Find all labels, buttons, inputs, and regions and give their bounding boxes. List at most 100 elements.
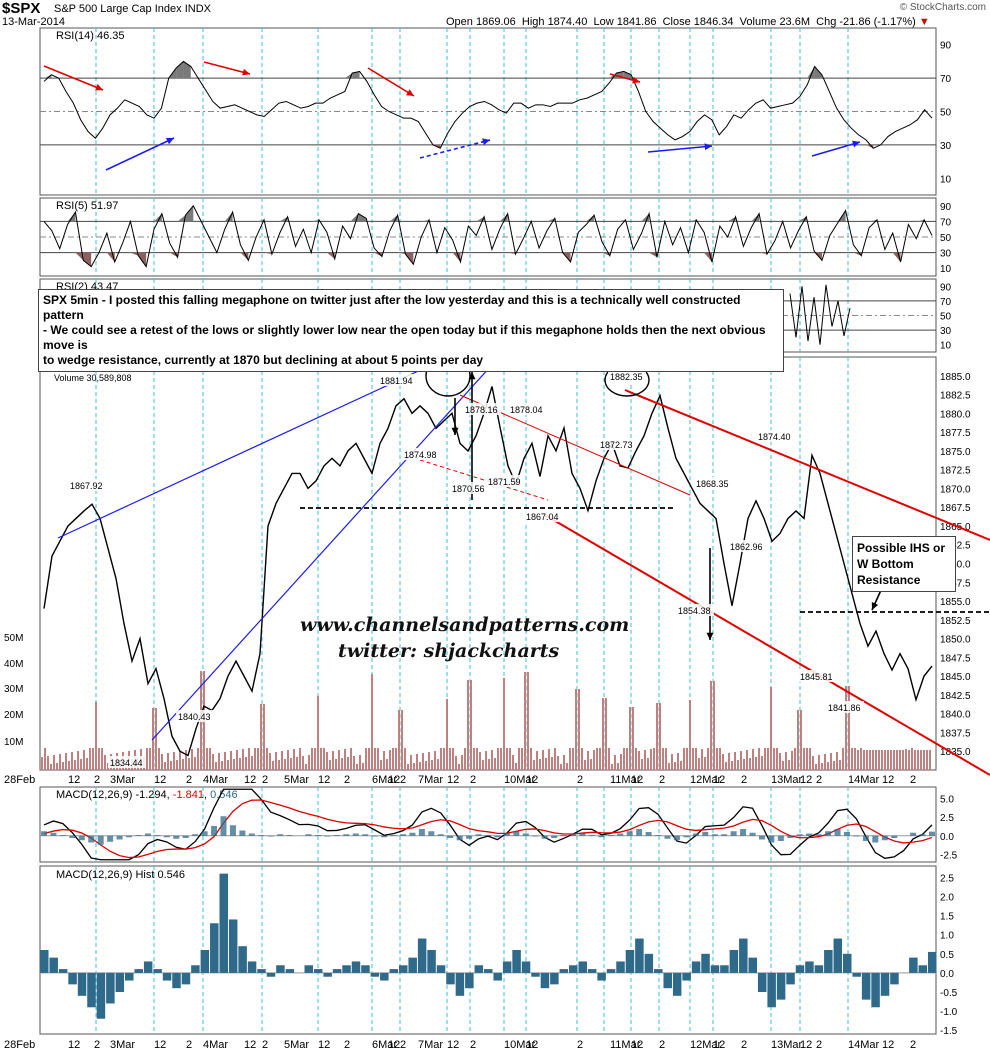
hist-bar — [540, 972, 550, 989]
x-tick-label-bottom: 2 — [400, 1039, 406, 1051]
x-tick-label: 14Mar — [848, 774, 880, 786]
x-tick-label: 7Mar — [418, 774, 443, 786]
price-label-text: 1870.56 — [452, 484, 485, 494]
hist-bar — [663, 972, 672, 989]
price-label-text: 1854.38 — [678, 606, 711, 616]
hist-bar — [616, 961, 625, 973]
x-tick-label-bottom: 12 — [800, 1039, 812, 1051]
chart-date: 13-Mar-2014 — [2, 16, 65, 28]
macd-hist-mini-bar — [485, 835, 491, 836]
rsi-oversold-fill — [326, 252, 335, 259]
hist-bar — [587, 969, 597, 973]
macd-hist-mini-bar — [617, 833, 624, 836]
hist-tick-label: 2.0 — [940, 893, 954, 904]
price-label: 1872.73 — [598, 438, 636, 450]
hist-bar — [597, 972, 606, 981]
hist-bar — [266, 972, 276, 977]
rsi-oversold-fill — [397, 252, 406, 255]
x-tick-label-bottom: 28Feb — [4, 1039, 35, 1051]
macd-hist-mini-bar — [78, 835, 85, 841]
hist-bar — [521, 961, 531, 973]
x-tick-label: 2 — [741, 774, 747, 786]
hist-bar — [285, 969, 295, 973]
x-tick-label: 2 — [344, 774, 350, 786]
ihs-resistance-note: Possible IHS or W Bottom Resistance — [852, 536, 956, 592]
rsi-overbought-fill — [688, 219, 697, 222]
macd-hist-mini-bar — [69, 835, 76, 838]
macd-hist-mini-bar — [466, 835, 473, 839]
x-tick-label-bottom: 2 — [577, 1039, 583, 1051]
annotation-box: SPX 5min - I posted this falling megapho… — [38, 289, 784, 372]
price-label: 1862.96 — [728, 540, 766, 552]
x-tick-label-bottom: 2 — [470, 1039, 476, 1051]
hist-bar — [748, 957, 758, 973]
rsi-overbought-fill — [609, 73, 617, 79]
price-label-text: 1874.40 — [758, 432, 791, 442]
x-tick-label-bottom: 6Mar — [372, 1039, 397, 1051]
macd-hist-mini-bar — [881, 835, 888, 841]
price-label-text: 1878.16 — [465, 405, 498, 415]
hist-bar — [200, 950, 210, 973]
macd-hist-mini-bar — [305, 834, 312, 836]
hist-bar — [96, 972, 106, 1019]
macd-hist-mini-bar — [371, 835, 378, 837]
rsi-tick-label: 90 — [940, 282, 952, 293]
rsi-oversold-fill — [601, 252, 610, 256]
price-label-bg — [508, 403, 546, 415]
rsi-overbought-fill — [751, 213, 760, 222]
macd-hist-mini-bar — [163, 835, 170, 838]
price-label-bg — [756, 430, 794, 442]
hist-bar — [257, 969, 266, 973]
x-tick-label: 2 — [470, 774, 476, 786]
macd-hist-mini-bar — [551, 835, 558, 838]
x-tick-label: 12 — [68, 774, 80, 786]
price-label-text: 1872.73 — [600, 440, 633, 450]
megaphone-lower-line — [544, 514, 990, 776]
rsi-overbought-fill — [623, 71, 632, 79]
x-tick-label: 12 — [882, 774, 894, 786]
macd-hist-mini-bar — [579, 833, 586, 836]
macd-hist-mini-bar — [702, 832, 709, 836]
macd-hist-mini-bar — [683, 835, 690, 838]
hist-bar — [408, 957, 417, 973]
macd-hist-mini-bar — [239, 830, 246, 836]
rsi-tick-label: 50 — [940, 108, 952, 119]
hist-bar — [757, 972, 767, 992]
hist-bar — [153, 969, 162, 973]
x-tick-label: 2 — [577, 774, 583, 786]
price-label-text: 1874.98 — [404, 450, 437, 460]
rsi-overbought-fill — [67, 212, 76, 222]
price-label-text: 1834.44 — [110, 758, 143, 768]
macd-hist-mini-bar — [182, 835, 189, 838]
hist-tick-label: 0.0 — [940, 969, 954, 980]
hist-bar — [228, 919, 238, 973]
hist-bar — [191, 965, 200, 973]
hist-bar — [776, 972, 786, 1000]
macd-hist-mini-bar — [532, 835, 539, 837]
rsi-tick-label: 30 — [940, 326, 952, 337]
rsi-title: RSI(5) 51.97 — [56, 200, 118, 212]
price-tick-label: 1840.0 — [940, 710, 971, 721]
hist-bar — [361, 965, 370, 973]
x-tick-label: 12 — [713, 774, 725, 786]
volume-label: Volume — [739, 16, 777, 28]
macd-hist-mini-bar — [107, 835, 114, 842]
hist-bar — [474, 965, 484, 973]
price-label-bg — [694, 477, 732, 489]
price-label-bg — [378, 374, 416, 386]
rsi-red-arrow — [203, 61, 251, 75]
x-tick-label: 2 — [400, 774, 406, 786]
rsi-tick-label: 30 — [940, 141, 952, 152]
price-label-text: 1867.04 — [526, 512, 559, 522]
panel-frame-5 — [39, 786, 937, 863]
x-tick-label: 6Mar — [372, 774, 397, 786]
x-tick-label: 12Mar — [690, 774, 722, 786]
hist-bar — [635, 938, 644, 973]
x-tick-label: 2 — [659, 774, 665, 786]
hist-bar — [465, 972, 474, 989]
high-label: High — [521, 16, 545, 28]
macd-hist-mini-bar — [286, 835, 293, 836]
macd-hist-mini-bar — [399, 834, 406, 836]
price-label-text: 1840.43 — [178, 712, 211, 722]
